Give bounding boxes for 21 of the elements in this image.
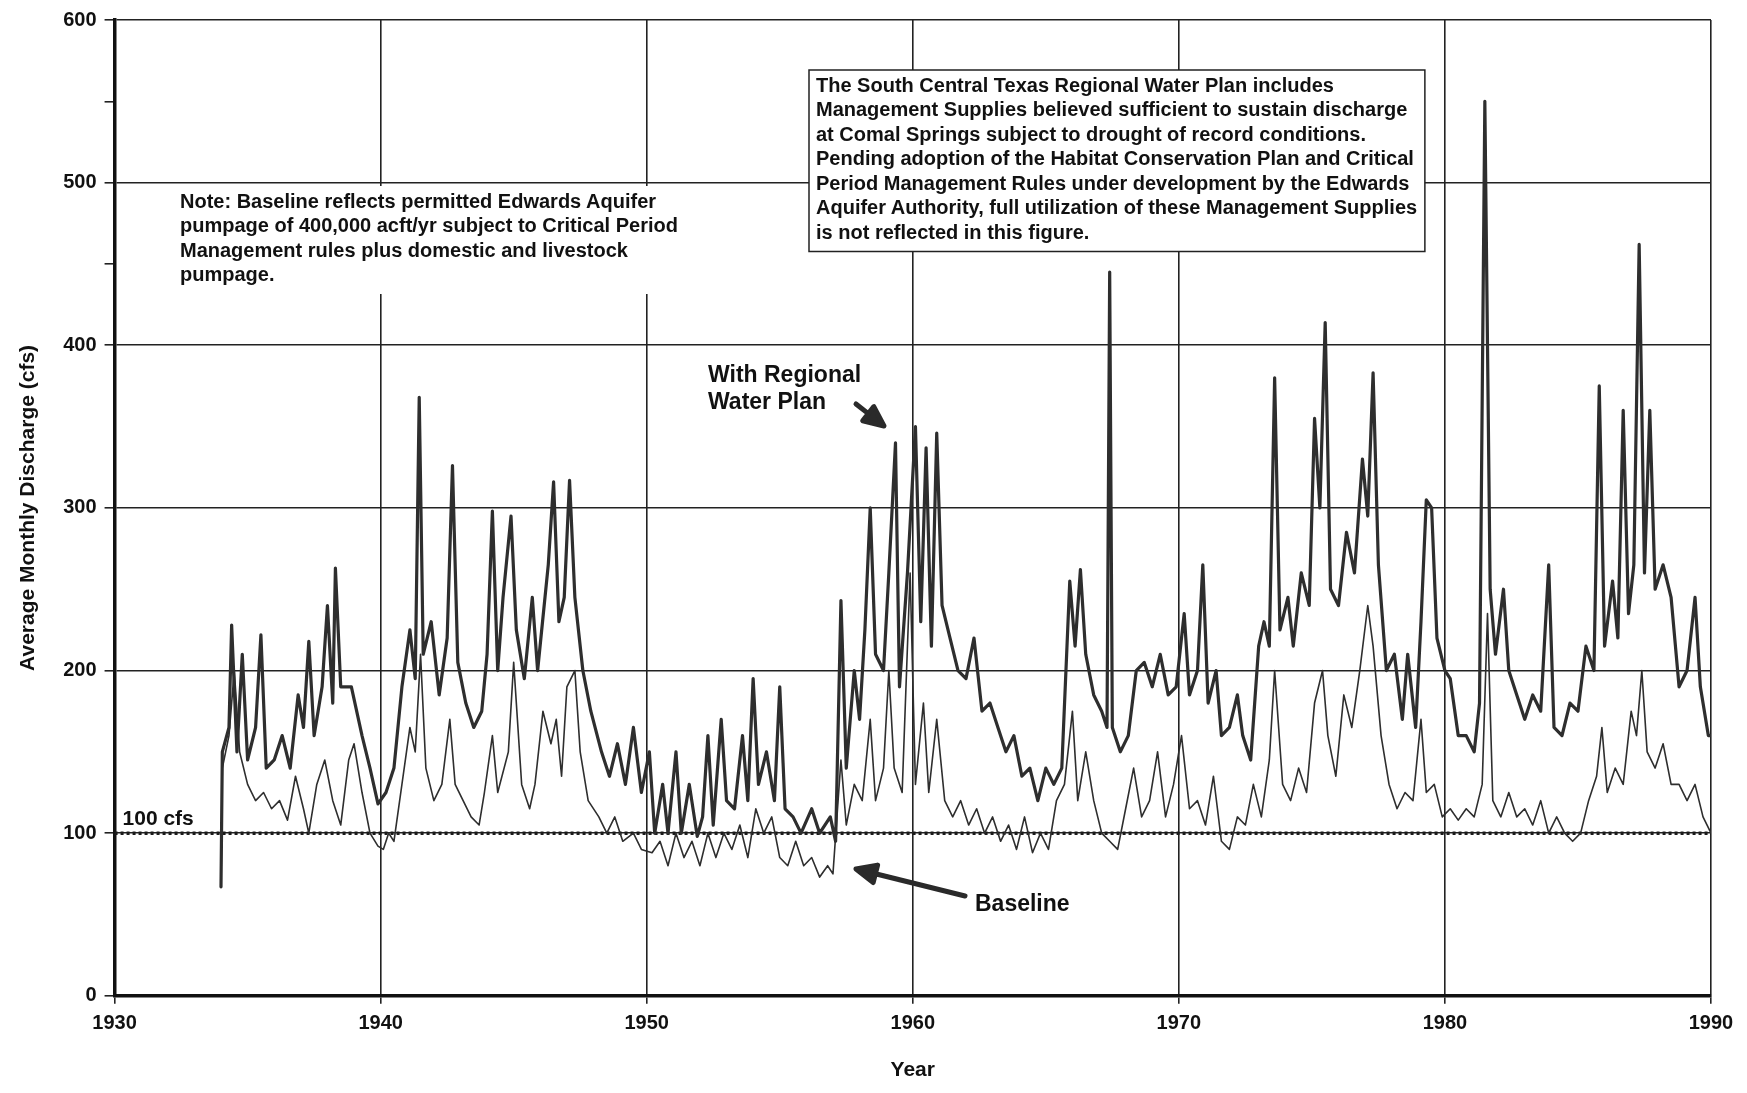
y-tick-label: 500 [63,170,97,193]
ref-line-label: 100 cfs [122,806,194,830]
series-label: With Regional Water Plan [708,360,862,414]
x-tick-label: 1940 [358,1011,403,1034]
y-tick-label: 200 [63,658,97,681]
y-tick-label: 600 [63,7,97,30]
x-tick-label: 1990 [1688,1011,1734,1034]
x-tick-label: 1980 [1422,1011,1468,1034]
annotation: Note: Baseline reflects permitted Edwards Aquifer pumpage of 400,000 acft/yr subject to Critical Period Management rules plus domestic and livestock pumpage. [180,189,678,286]
x-axis-title: Year [890,1057,935,1081]
x-tick-label: 1960 [890,1011,936,1034]
y-tick-label: 100 [63,820,97,843]
x-tick-label: 1930 [92,1011,137,1034]
x-tick-label: 1970 [1156,1011,1202,1034]
y-tick-label: 300 [63,495,97,518]
y-tick-label: 400 [63,332,97,355]
annotation: The South Central Texas Regional Water Plan includes Management Supplies believed sufficient to sustain discharge at Comal Springs subject to drought of record conditions. Pending adoption of the Habitat Conservation Plan and Critical Period Management Rules under development by the Edwards Aquifer Authority, full utilization of these Management Supplies is not reflected in this figure. [816,73,1418,243]
y-tick-label: 0 [85,983,97,1006]
series-label: Baseline [975,889,1070,916]
x-tick-label: 1950 [624,1011,669,1034]
y-axis-title: Average Monthly Discharge (cfs) [15,344,39,671]
